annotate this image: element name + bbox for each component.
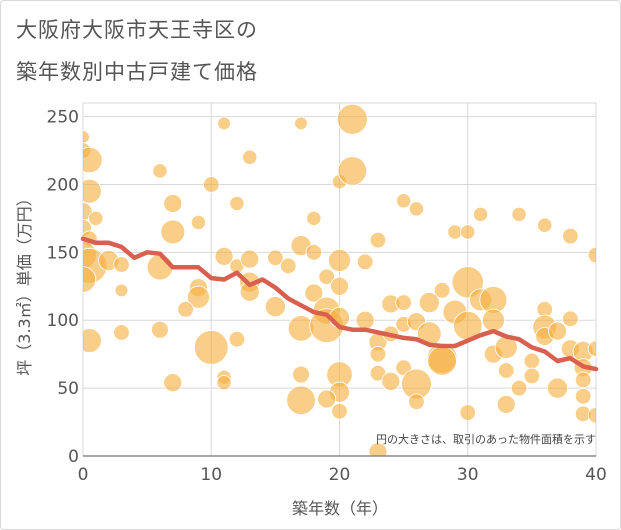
data-bubble: [418, 292, 440, 314]
data-bubble: [151, 320, 169, 339]
trend-line: [80, 236, 599, 372]
data-bubble: [264, 296, 286, 318]
data-bubble: [228, 331, 246, 348]
y-tick-label: 0: [68, 447, 79, 467]
data-bubble: [369, 364, 387, 382]
data-bubble: [286, 385, 316, 416]
data-bubble: [163, 373, 183, 393]
data-bubble: [203, 176, 220, 193]
data-bubble: [318, 268, 335, 286]
data-bubble: [229, 195, 245, 212]
y-tick-label: 200: [47, 175, 79, 195]
data-bubble: [396, 193, 412, 209]
data-bubble: [574, 388, 592, 405]
y-tick-label: 150: [47, 243, 79, 263]
data-bubble: [240, 249, 260, 269]
data-bubble: [356, 253, 374, 271]
data-bubble: [547, 377, 569, 399]
data-bubble: [368, 442, 388, 456]
data-bubble: [408, 393, 425, 410]
data-bubble: [381, 371, 401, 391]
data-bubble: [511, 206, 527, 222]
data-bubble: [177, 301, 194, 318]
x-tick-label: 40: [585, 465, 607, 485]
data-bubble: [537, 217, 553, 233]
data-bubble: [328, 249, 351, 272]
data-bubble: [473, 206, 489, 222]
data-bubble: [114, 283, 129, 298]
x-tick-label: 10: [200, 465, 222, 485]
data-bubble: [292, 365, 310, 384]
data-bubble: [523, 367, 541, 385]
data-bubble: [587, 340, 596, 357]
trend-line-group: [80, 236, 599, 372]
data-bubble: [574, 371, 592, 389]
data-bubble: [88, 210, 104, 226]
data-bubble: [562, 227, 579, 245]
axes: 0 50 100 150 200 250 0 10 20 30 40: [47, 108, 607, 485]
data-bubble: [369, 231, 387, 249]
data-bubble: [83, 178, 102, 204]
data-bubble: [83, 328, 102, 353]
data-bubble: [242, 149, 258, 165]
data-bubble: [190, 214, 206, 231]
data-bubble: [481, 308, 505, 332]
x-axis-title: 築年数（年）: [292, 499, 388, 518]
y-axis-title: 坪（3.3㎡）単価（万円）: [15, 190, 34, 375]
data-bubble: [460, 224, 476, 240]
data-bubble: [548, 321, 567, 341]
data-bubble: [113, 324, 130, 341]
data-bubble: [267, 249, 284, 267]
data-bubble: [497, 362, 515, 379]
chart-title-line-1: 大阪府大阪市天王寺区の: [16, 18, 258, 42]
x-tick-label: 30: [457, 465, 479, 485]
data-bubble: [306, 210, 322, 226]
data-bubble: [447, 224, 463, 240]
data-bubble: [305, 244, 323, 261]
data-bubble: [587, 246, 596, 264]
data-bubble: [186, 285, 210, 309]
chart-title-line-2: 築年数別中古戸建て価格: [16, 60, 258, 84]
data-bubble: [330, 276, 349, 296]
data-bubble: [331, 402, 348, 420]
data-bubble: [113, 256, 130, 273]
data-bubble: [83, 266, 97, 293]
data-bubble: [427, 346, 457, 376]
data-bubble: [369, 345, 387, 363]
data-bubble: [216, 375, 232, 391]
data-bubble: [496, 394, 516, 414]
data-bubble: [294, 116, 308, 131]
data-bubble: [217, 116, 231, 131]
data-bubble: [146, 254, 174, 281]
data-bubble: [152, 163, 168, 179]
data-bubble: [83, 130, 90, 144]
data-bubble: [408, 201, 425, 217]
size-note: 円の大きさは、取引のあった物件面積を示す: [376, 432, 596, 446]
data-bubble: [433, 282, 451, 299]
x-tick-label: 0: [78, 465, 89, 485]
data-bubble: [587, 407, 596, 424]
data-bubble: [317, 389, 337, 409]
data-bubble: [163, 194, 183, 213]
data-bubble: [83, 146, 103, 174]
data-bubble: [336, 103, 368, 135]
data-bubble: [193, 330, 229, 365]
data-bubble: [562, 310, 579, 328]
data-bubble: [510, 379, 528, 397]
data-bubble: [279, 257, 297, 275]
data-bubble: [355, 310, 375, 330]
data-bubble: [459, 404, 476, 421]
y-tick-label: 250: [47, 108, 79, 128]
y-tick-label: 50: [57, 379, 79, 399]
data-bubble: [523, 352, 541, 370]
x-tick-label: 20: [329, 465, 351, 485]
y-tick-label: 100: [47, 311, 79, 331]
data-bubble: [160, 219, 186, 245]
data-bubble: [304, 283, 324, 303]
data-bubble: [395, 294, 412, 311]
bubbles: [83, 103, 596, 456]
data-bubble: [337, 156, 368, 186]
data-bubble: [214, 246, 234, 266]
